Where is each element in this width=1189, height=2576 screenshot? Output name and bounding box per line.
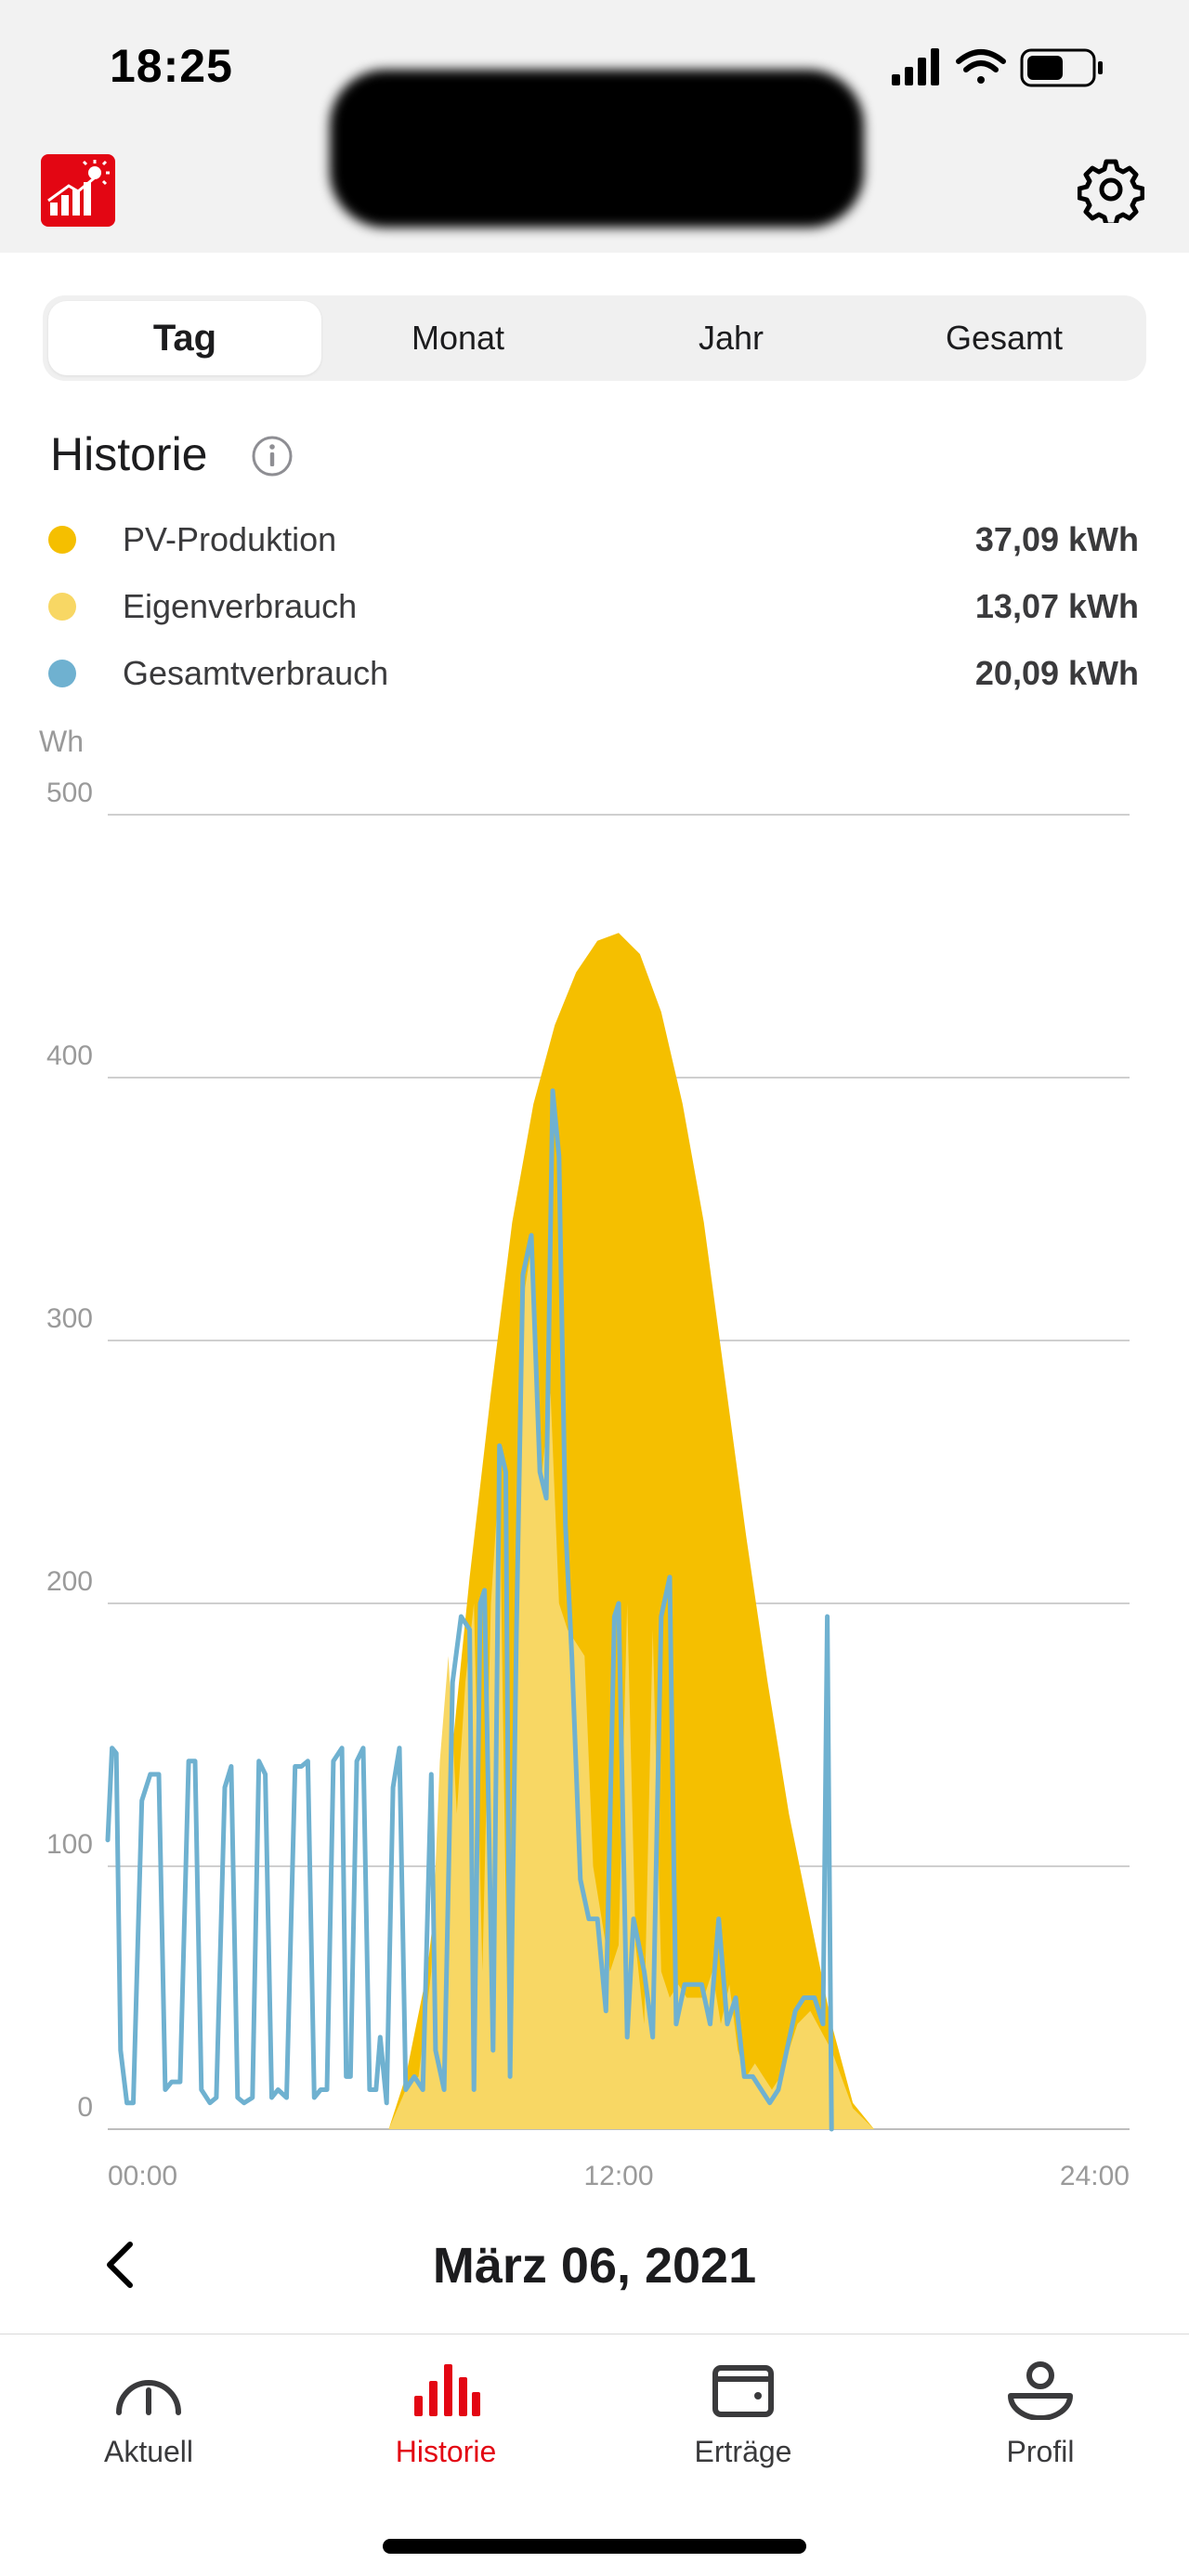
status-time: 18:25: [110, 40, 233, 92]
signal-icon: [892, 48, 939, 85]
tab-gesamt[interactable]: Gesamt: [945, 319, 1064, 357]
nav-label: Aktuell: [103, 2435, 194, 2468]
nav-label: Historie: [395, 2435, 497, 2468]
legend-label: Gesamtverbrauch: [123, 654, 389, 692]
legend-label: Eigenverbrauch: [123, 587, 358, 625]
wifi-icon: [956, 49, 1006, 84]
y-tick-label: 100: [46, 1829, 93, 1860]
chart-svg: 0 100 200 300 400 500 00:00 12:00 24:00: [46, 778, 1130, 2191]
period-tabs: Tag Monat Jahr Gesamt: [43, 295, 1146, 381]
x-tick-label: 24:00: [1060, 2161, 1130, 2191]
legend-item-gesamtverbrauch: Gesamtverbrauch 20,09 kWh: [48, 640, 1139, 707]
tab-monat[interactable]: Monat: [411, 319, 505, 357]
solar-app-logo[interactable]: [41, 154, 115, 227]
chevron-left-icon[interactable]: [100, 2237, 137, 2293]
nav-item-aktuell[interactable]: Aktuell: [46, 2360, 251, 2469]
y-tick-label: 300: [46, 1303, 93, 1334]
battery-icon: [1020, 48, 1103, 87]
x-tick-label: 12:00: [583, 2161, 653, 2191]
profile-icon: [1008, 2361, 1073, 2420]
legend-label: PV-Produktion: [123, 520, 337, 558]
legend-dot-gesamtverbrauch: [48, 660, 76, 687]
tab-tag[interactable]: Tag: [48, 301, 321, 375]
info-icon[interactable]: [251, 435, 294, 477]
solar-logo-icon: [47, 160, 110, 216]
series-area-1: [108, 1235, 1130, 2129]
y-tick-label: 500: [46, 778, 93, 808]
legend-value: 20,09 kWh: [974, 654, 1139, 692]
nav-item-historie[interactable]: Historie: [344, 2360, 548, 2469]
y-axis-unit: Wh: [39, 725, 84, 758]
nav-item-ertraege[interactable]: Erträge: [641, 2360, 845, 2469]
y-tick-label: 200: [46, 1566, 93, 1597]
series-line-2: [105, 1088, 834, 2132]
nav-item-profil[interactable]: Profil: [938, 2360, 1143, 2469]
legend-value: 13,07 kWh: [974, 587, 1139, 625]
status-icons: [892, 48, 1103, 87]
y-tick-label: 400: [46, 1040, 93, 1071]
bar-chart-icon: [414, 2364, 480, 2416]
history-chart[interactable]: Wh 0 100 200 300 400 500 00:00 12:00 24:00: [0, 715, 1189, 2202]
legend-item-pv: PV-Produktion 37,09 kWh: [48, 506, 1139, 573]
x-tick-label: 00:00: [108, 2161, 177, 2191]
wallet-icon: [712, 2365, 774, 2417]
legend-dot-eigenverbrauch: [48, 593, 76, 621]
nav-label: Profil: [1006, 2435, 1075, 2468]
legend-item-eigenverbrauch: Eigenverbrauch 13,07 kWh: [48, 573, 1139, 640]
chart-legend: PV-Produktion 37,09 kWh Eigenverbrauch 1…: [48, 506, 1139, 707]
home-indicator: [383, 2539, 806, 2554]
bottom-nav: Aktuell Historie Erträge Profil: [0, 2334, 1189, 2576]
gear-icon[interactable]: [1078, 156, 1144, 223]
nav-label: Erträge: [694, 2435, 792, 2468]
tab-jahr[interactable]: Jahr: [698, 319, 764, 357]
legend-dot-pv: [48, 526, 76, 554]
redacted-area: [330, 70, 864, 228]
date-label: März 06, 2021: [432, 2238, 757, 2294]
series-area-0: [108, 933, 1130, 2129]
legend-value: 37,09 kWh: [974, 520, 1139, 558]
y-tick-label: 0: [77, 2092, 93, 2123]
top-bar: 18:25: [0, 0, 1189, 253]
gauge-icon: [116, 2380, 181, 2415]
page-title: Historie: [50, 428, 208, 480]
